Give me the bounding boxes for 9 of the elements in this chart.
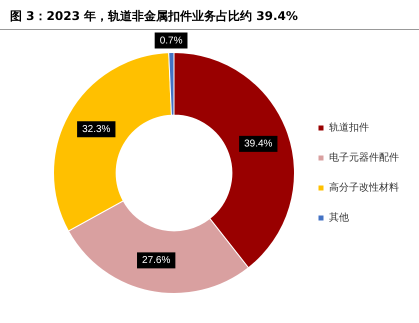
chart-title: 图 3：2023 年，轨道非金属扣件业务占比约 39.4%	[0, 0, 419, 30]
legend-label: 其他	[329, 212, 349, 224]
data-label: 27.6%	[142, 255, 170, 266]
data-label: 0.7%	[160, 35, 183, 46]
legend-label: 电子元器件配件	[329, 152, 399, 164]
data-label: 39.4%	[244, 138, 273, 150]
legend-label: 高分子改性材料	[329, 182, 399, 194]
data-label: 32.3%	[82, 124, 111, 136]
legend-label: 轨道扣件	[329, 122, 369, 134]
